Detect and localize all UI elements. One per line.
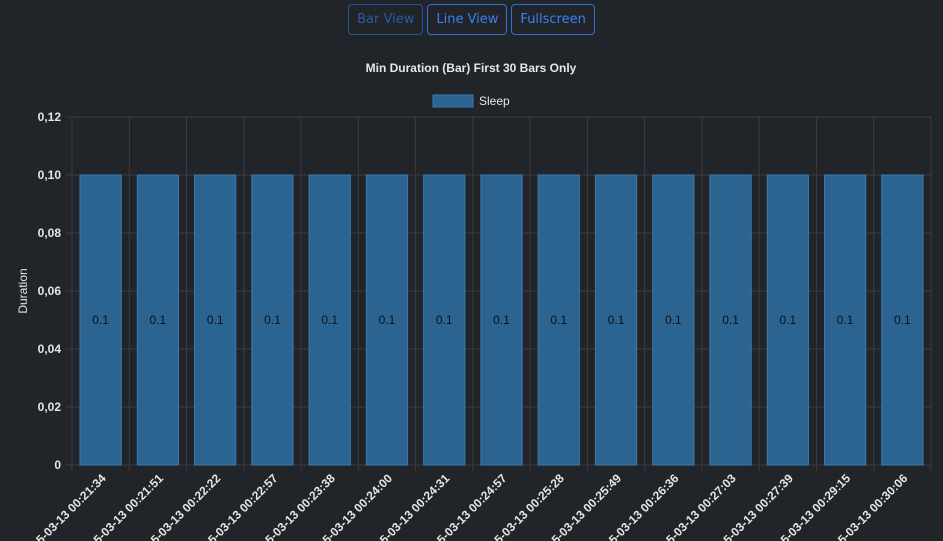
bar-data-label: 0.1 bbox=[92, 313, 109, 327]
bar bbox=[365, 174, 409, 466]
bar bbox=[881, 174, 924, 466]
y-axis-ticks: 0 0,02 0,04 0,06 0,08 0,10 0,12 bbox=[38, 110, 62, 472]
bar-data-label: 0.1 bbox=[321, 313, 338, 327]
bar-view-button[interactable]: Bar View bbox=[348, 4, 424, 35]
bars: 0.1 0.1 0.1 0.1 0.1 0.1 0.1 0.1 0.1 0.1 0.1 0.1 0.1 0… bbox=[79, 174, 924, 466]
bar bbox=[308, 174, 351, 466]
line-view-button[interactable]: Line View bbox=[427, 4, 508, 35]
view-toolbar: Bar View Line View Fullscreen bbox=[0, 4, 943, 35]
fullscreen-button[interactable]: Fullscreen bbox=[511, 4, 595, 35]
bar-data-label: 0.1 bbox=[264, 313, 281, 327]
bar bbox=[537, 174, 580, 466]
bar bbox=[594, 174, 638, 466]
x-axis-ticks: 5-03-13 00:21:345-03-13 00:21:515-03-13 … bbox=[33, 471, 910, 541]
legend-label-sleep: Sleep bbox=[479, 94, 510, 108]
bar-data-label: 0.1 bbox=[665, 313, 682, 327]
chart-title: Min Duration (Bar) First 30 Bars Only bbox=[366, 61, 577, 75]
bar-data-label: 0.1 bbox=[608, 313, 625, 327]
bar bbox=[766, 174, 809, 466]
y-tick-label: 0,10 bbox=[38, 168, 62, 182]
bar bbox=[423, 174, 466, 466]
bar bbox=[136, 174, 180, 466]
bar-data-label: 0.1 bbox=[207, 313, 224, 327]
bar-data-label: 0.1 bbox=[894, 313, 911, 327]
y-tick-label: 0,08 bbox=[38, 226, 62, 240]
y-tick-label: 0,04 bbox=[38, 342, 62, 356]
y-axis-label: Duration bbox=[16, 268, 30, 313]
bar bbox=[251, 174, 294, 466]
legend[interactable]: Sleep bbox=[432, 94, 510, 108]
bar-data-label: 0.1 bbox=[436, 313, 453, 327]
bar bbox=[652, 174, 695, 466]
bar bbox=[79, 174, 122, 466]
bar-data-label: 0.1 bbox=[379, 313, 396, 327]
bar bbox=[480, 174, 523, 466]
bar-data-label: 0.1 bbox=[150, 313, 167, 327]
bar-data-label: 0.1 bbox=[550, 313, 567, 327]
y-tick-label: 0 bbox=[54, 458, 61, 472]
legend-swatch-sleep bbox=[432, 94, 474, 108]
bar-data-label: 0.1 bbox=[722, 313, 739, 327]
y-tick-label: 0,02 bbox=[38, 400, 62, 414]
bar-data-label: 0.1 bbox=[837, 313, 854, 327]
bar bbox=[709, 174, 752, 466]
bar bbox=[194, 174, 237, 466]
y-tick-label: 0,06 bbox=[38, 284, 62, 298]
y-tick-label: 0,12 bbox=[38, 110, 62, 124]
bar bbox=[823, 174, 867, 466]
bar-data-label: 0.1 bbox=[779, 313, 796, 327]
bar-data-label: 0.1 bbox=[493, 313, 510, 327]
